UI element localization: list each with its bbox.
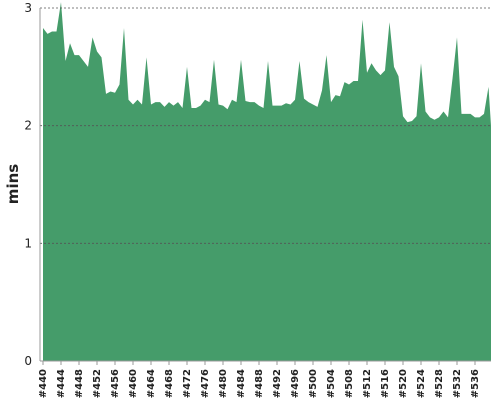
x-tick-label: #440 [38,369,49,398]
x-tick-label: #520 [398,369,409,398]
x-tick-label: #528 [434,369,445,398]
x-tick-label: #452 [92,369,103,398]
x-tick-label: #504 [326,369,337,398]
x-tick-label: #532 [452,369,463,398]
x-tick-label: #492 [272,369,283,398]
x-tick-label: #508 [344,369,355,398]
x-tick-label: #472 [182,369,193,398]
x-tick-label: #476 [200,369,211,398]
y-tick-label: 1 [24,236,32,250]
y-tick-label: 0 [24,354,32,368]
x-tick-label: #524 [416,369,427,398]
x-tick-label: #460 [128,369,139,398]
x-tick-label: #516 [380,369,391,398]
x-tick-label: #500 [308,369,319,398]
x-tick-label: #536 [470,369,481,398]
x-tick-label: #464 [146,369,157,398]
x-tick-label: #456 [110,369,121,398]
y-axis-label: mins [4,164,22,204]
x-tick-label: #488 [254,369,265,398]
x-tick-label: #448 [74,369,85,398]
y-tick-label: 3 [24,1,32,15]
x-tick-label: #512 [362,369,373,398]
x-tick-label: #468 [164,369,175,398]
x-tick-label: #496 [290,369,301,398]
x-tick-label: #484 [236,369,247,398]
x-tick-label: #480 [218,369,229,398]
y-tick-label: 2 [24,119,32,133]
area [43,2,491,361]
x-tick-label: #444 [56,369,67,398]
